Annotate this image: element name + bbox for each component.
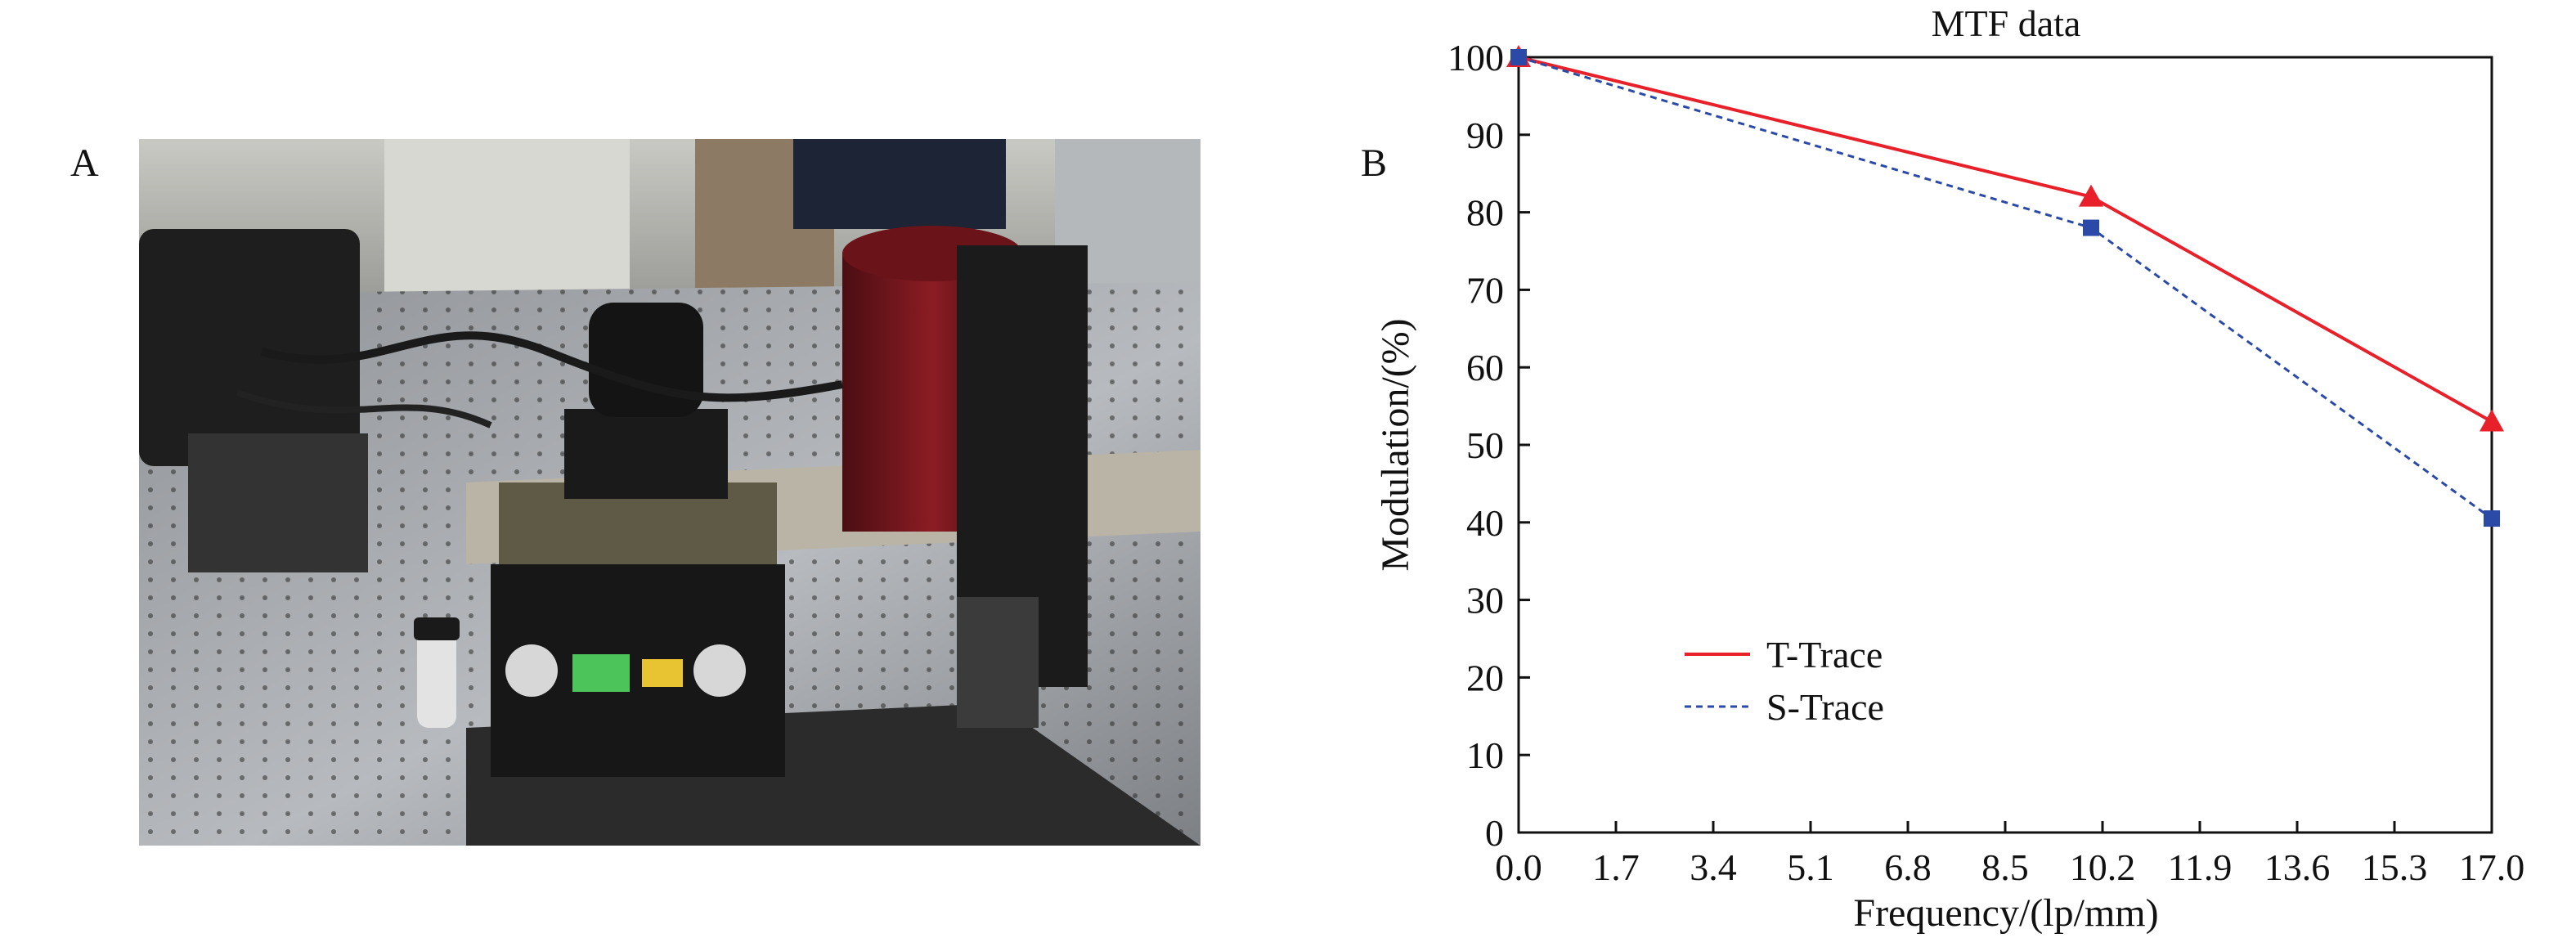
legend-label-t-trace: T-Trace [1766,634,1883,675]
y-tick-label: 100 [1447,37,1504,79]
stage-motor [957,597,1039,728]
y-tick-label: 70 [1466,269,1504,311]
person-in-background [793,139,1006,229]
s-trace-line [1518,56,2493,520]
x-axis: 0.0 1.7 3.4 5.1 6.8 8.5 10.2 11.9 13.6 15.3 17.0 [1495,821,2524,888]
y-tick-label: 50 [1466,424,1504,466]
test-lens [589,303,703,417]
x-tick-label: 3.4 [1690,846,1737,888]
panel-label-a: A [70,141,99,185]
s-trace-point [1510,49,1527,65]
x-axis-label: Frequency/(lp/mm) [1853,891,2158,935]
stage-knob-left [505,644,558,697]
y-axis: 0 10 20 30 40 50 60 70 80 90 100 [1447,37,1530,854]
x-tick-label: 17.0 [2459,846,2525,888]
t-trace-point [2480,409,2504,432]
y-tick-label: 80 [1466,192,1504,234]
x-tick-label: 0.0 [1495,846,1542,888]
t-trace-line [1518,56,2493,424]
stage-knob-right [693,644,746,697]
y-tick-label: 60 [1466,347,1504,388]
y-tick-label: 20 [1466,657,1504,698]
y-tick-label: 40 [1466,502,1504,544]
panel-label-b: B [1361,141,1388,185]
x-tick-label: 6.8 [1884,846,1932,888]
x-tick-label: 8.5 [1981,846,2029,888]
x-tick-label: 13.6 [2264,846,2331,888]
s-trace-point [2083,219,2099,236]
series-layer [1506,45,2504,527]
stage-yellow-label [642,659,683,687]
cable-2 [236,389,492,429]
y-tick-label: 90 [1466,114,1504,156]
x-tick-label: 11.9 [2168,846,2233,888]
y-tick-label: 10 [1466,734,1504,776]
x-tick-label: 10.2 [2070,846,2136,888]
lab-setup-photo [139,139,1200,846]
left-stage [188,433,368,572]
legend: T-Trace S-Trace [1685,634,1884,728]
sample-bottle [417,630,456,728]
legend-label-s-trace: S-Trace [1766,686,1884,728]
x-tick-label: 5.1 [1787,846,1834,888]
t-trace-point [2079,184,2103,207]
lens-holder [564,409,728,499]
s-trace-point [2484,510,2500,527]
plot-area-frame [1517,56,2493,834]
stage-green-label [572,654,630,692]
y-tick-label: 30 [1466,580,1504,622]
cable [260,331,843,402]
sample-bottle-cap [414,617,460,640]
x-tick-label: 15.3 [2362,846,2428,888]
y-tick-label: 0 [1485,812,1504,854]
x-tick-label: 1.7 [1592,846,1640,888]
wall-panel [384,139,630,294]
lab-setup-photo-illustration [139,139,1200,846]
chart-title: MTF data [1932,2,2081,44]
y-axis-label: Modulation/(%) [1374,318,1417,571]
